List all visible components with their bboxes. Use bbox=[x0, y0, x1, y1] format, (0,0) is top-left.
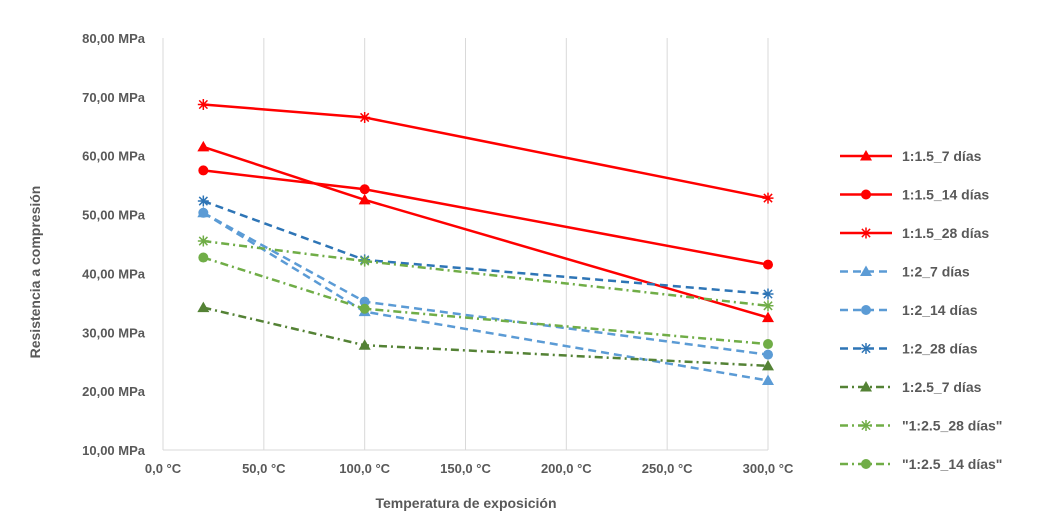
data-point bbox=[358, 193, 371, 205]
legend-label: 1:2_7 días bbox=[902, 264, 970, 280]
series-group bbox=[197, 99, 774, 204]
series-lines bbox=[197, 99, 774, 386]
legend-marker bbox=[860, 343, 872, 354]
y-tick-label: 60,00 MPa bbox=[82, 149, 146, 164]
legend-marker bbox=[860, 150, 872, 161]
x-tick-label: 0,0 °C bbox=[145, 461, 182, 476]
x-tick-label: 300,0 °C bbox=[743, 461, 794, 476]
data-point bbox=[762, 359, 774, 371]
series-line bbox=[203, 239, 769, 308]
legend-label: "1:2.5_14 días" bbox=[902, 456, 1002, 472]
y-tick-label: 20,00 MPa bbox=[82, 384, 146, 399]
legend-label: "1:2.5_28 días" bbox=[902, 418, 1002, 434]
x-axis-title: Temperatura de exposición bbox=[375, 495, 556, 511]
data-point bbox=[359, 255, 371, 267]
data-point bbox=[198, 252, 209, 263]
axes: 0,0 °C 50,0 °C 100,0 °C 150,0 °C 200,0 °C 250… bbox=[82, 31, 794, 476]
series-line bbox=[202, 211, 769, 382]
data-point bbox=[763, 349, 773, 360]
data-point bbox=[359, 184, 370, 195]
x-tick-label: 100,0 °C bbox=[339, 461, 390, 476]
data-point bbox=[198, 207, 209, 218]
grid-lines bbox=[162, 38, 769, 450]
data-point bbox=[762, 192, 774, 204]
y-axis-title: Resistencia a compresión bbox=[27, 186, 43, 359]
legend-marker bbox=[861, 189, 871, 200]
legend-item: "1:2.5_14 días" bbox=[840, 456, 1002, 472]
data-point bbox=[763, 259, 773, 270]
series-line bbox=[202, 145, 769, 319]
legend-marker bbox=[860, 381, 872, 392]
series-group bbox=[198, 207, 773, 360]
data-point bbox=[197, 235, 209, 247]
data-point bbox=[358, 339, 371, 350]
legend-marker bbox=[861, 459, 871, 469]
legend-item: 1:2_14 días bbox=[840, 302, 978, 318]
y-tick-label: 50,00 MPa bbox=[82, 208, 146, 223]
legend-label: 1:1.5_28 días bbox=[902, 225, 989, 241]
x-tick-label: 50,0 °C bbox=[242, 461, 286, 476]
data-point bbox=[762, 288, 774, 300]
data-point bbox=[763, 339, 773, 350]
series-group bbox=[197, 235, 774, 312]
legend-marker bbox=[860, 227, 872, 239]
legend-marker bbox=[860, 265, 872, 276]
legend-label: 1:2_28 días bbox=[902, 341, 978, 357]
legend-label: 1:2.5_7 días bbox=[902, 379, 982, 395]
x-tick-label: 250,0 °C bbox=[642, 461, 693, 476]
data-point bbox=[762, 374, 774, 386]
x-tick-label: 150,0 °C bbox=[440, 461, 491, 476]
legend-item: 1:2.5_7 días bbox=[840, 379, 982, 395]
series-group bbox=[197, 301, 774, 371]
legend-label: 1:2_14 días bbox=[902, 302, 978, 318]
legend-marker bbox=[860, 420, 872, 431]
series-group bbox=[198, 165, 773, 270]
y-tick-label: 70,00 MPa bbox=[82, 90, 146, 105]
legend: 1:1.5_7 días 1:1.5_14 días 1:1.5_28 días 1:… bbox=[840, 148, 1002, 472]
legend-item: 1:1.5_28 días bbox=[840, 225, 989, 241]
data-point bbox=[197, 140, 210, 152]
legend-label: 1:1.5_14 días bbox=[902, 187, 989, 203]
x-tick-label: 200,0 °C bbox=[541, 461, 592, 476]
data-point bbox=[762, 311, 774, 323]
y-tick-label: 80,00 MPa bbox=[82, 31, 146, 46]
legend-item: 1:2_28 días bbox=[840, 341, 978, 357]
data-point bbox=[359, 296, 370, 307]
data-point bbox=[762, 300, 774, 312]
y-tick-label: 30,00 MPa bbox=[82, 325, 146, 340]
legend-item: 1:2_7 días bbox=[840, 264, 970, 280]
series-line bbox=[203, 103, 769, 200]
data-point bbox=[198, 165, 209, 176]
legend-item: 1:1.5_7 días bbox=[840, 148, 982, 164]
series-group bbox=[198, 252, 773, 350]
data-point bbox=[359, 111, 371, 123]
legend-marker bbox=[861, 305, 871, 315]
legend-label: 1:1.5_7 días bbox=[902, 148, 982, 164]
y-tick-label: 40,00 MPa bbox=[82, 266, 146, 281]
series-group bbox=[197, 140, 774, 323]
legend-item: 1:1.5_14 días bbox=[840, 187, 989, 203]
y-tick-label: 10,00 MPa bbox=[82, 443, 146, 458]
data-point bbox=[197, 195, 209, 207]
data-point bbox=[197, 301, 210, 313]
legend-item: "1:2.5_28 días" bbox=[840, 418, 1002, 434]
data-point bbox=[197, 99, 209, 111]
data-point bbox=[359, 303, 370, 314]
